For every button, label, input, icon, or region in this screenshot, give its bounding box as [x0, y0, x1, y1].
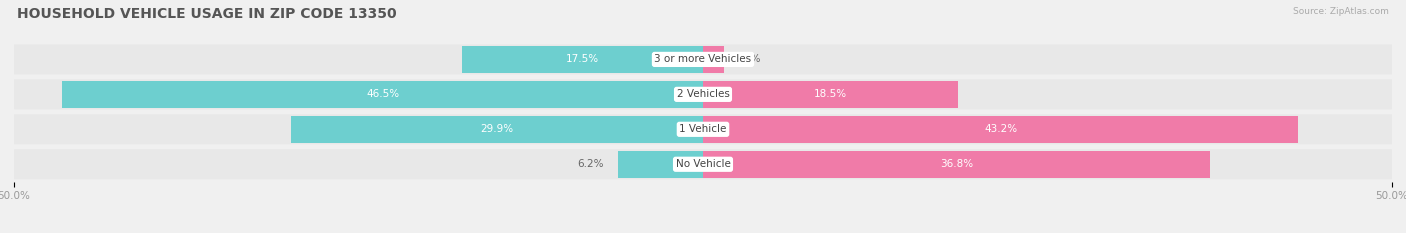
- FancyBboxPatch shape: [14, 149, 1392, 179]
- FancyBboxPatch shape: [14, 79, 1392, 110]
- FancyBboxPatch shape: [14, 114, 1392, 144]
- Text: 1.5%: 1.5%: [735, 55, 761, 64]
- Text: HOUSEHOLD VEHICLE USAGE IN ZIP CODE 13350: HOUSEHOLD VEHICLE USAGE IN ZIP CODE 1335…: [17, 7, 396, 21]
- Text: 43.2%: 43.2%: [984, 124, 1017, 134]
- Bar: [703, 151, 1211, 178]
- Text: 18.5%: 18.5%: [814, 89, 846, 99]
- Text: 36.8%: 36.8%: [941, 159, 973, 169]
- FancyBboxPatch shape: [14, 44, 1392, 75]
- Text: Source: ZipAtlas.com: Source: ZipAtlas.com: [1294, 7, 1389, 16]
- Text: 46.5%: 46.5%: [366, 89, 399, 99]
- Text: No Vehicle: No Vehicle: [675, 159, 731, 169]
- Text: 2 Vehicles: 2 Vehicles: [676, 89, 730, 99]
- Bar: [703, 116, 1298, 143]
- Text: 6.2%: 6.2%: [578, 159, 603, 169]
- Bar: [291, 116, 703, 143]
- Text: 29.9%: 29.9%: [481, 124, 513, 134]
- Bar: [617, 151, 703, 178]
- Bar: [703, 46, 724, 73]
- Text: 1 Vehicle: 1 Vehicle: [679, 124, 727, 134]
- Bar: [461, 46, 703, 73]
- Text: 3 or more Vehicles: 3 or more Vehicles: [654, 55, 752, 64]
- Text: 17.5%: 17.5%: [565, 55, 599, 64]
- Bar: [703, 81, 957, 108]
- Bar: [62, 81, 703, 108]
